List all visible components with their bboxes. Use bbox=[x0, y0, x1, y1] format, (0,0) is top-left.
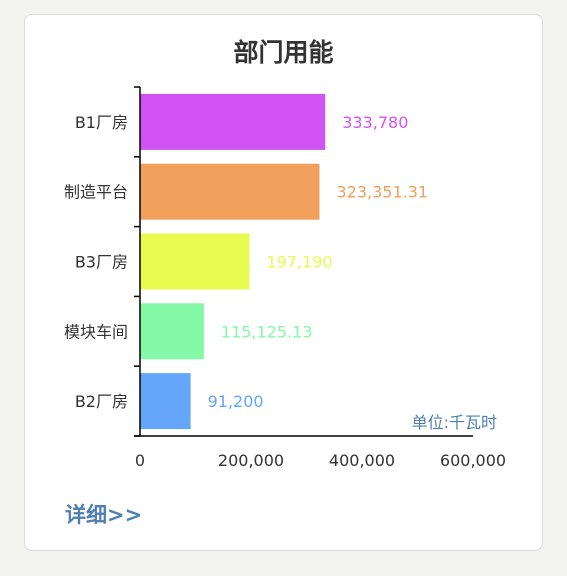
chart-card: 部门用能 B1厂房制造平台 B3厂房模块车间 B2厂房 333,780 323,351… bbox=[24, 14, 543, 551]
category-label: 制造平台 bbox=[64, 183, 128, 202]
bar bbox=[140, 163, 320, 220]
data-label: 323,351.31 bbox=[336, 183, 428, 202]
unit-label: 单位:千瓦时 bbox=[412, 413, 497, 432]
category-label: B2厂房 bbox=[75, 392, 128, 411]
data-label: 115,125.13 bbox=[221, 322, 313, 341]
chart-title: 部门用能 bbox=[233, 38, 334, 67]
data-label: 333,780 bbox=[342, 113, 408, 132]
x-tick-label: 0 bbox=[135, 451, 145, 470]
x-tick-label: 600,000 bbox=[440, 451, 506, 470]
x-tick-label: 200,000 bbox=[218, 451, 284, 470]
data-label: 197,190 bbox=[266, 253, 332, 272]
category-label: B3厂房 bbox=[75, 253, 128, 272]
category-label: 模块车间 bbox=[64, 322, 128, 341]
bar bbox=[140, 233, 250, 290]
category-label: B1厂房 bbox=[75, 113, 128, 132]
bar bbox=[140, 303, 204, 360]
data-label: 91,200 bbox=[208, 392, 264, 411]
x-tick-label: 400,000 bbox=[329, 451, 395, 470]
bar bbox=[140, 93, 326, 150]
bar bbox=[140, 373, 191, 430]
detail-link[interactable]: 详细>> bbox=[65, 503, 143, 527]
